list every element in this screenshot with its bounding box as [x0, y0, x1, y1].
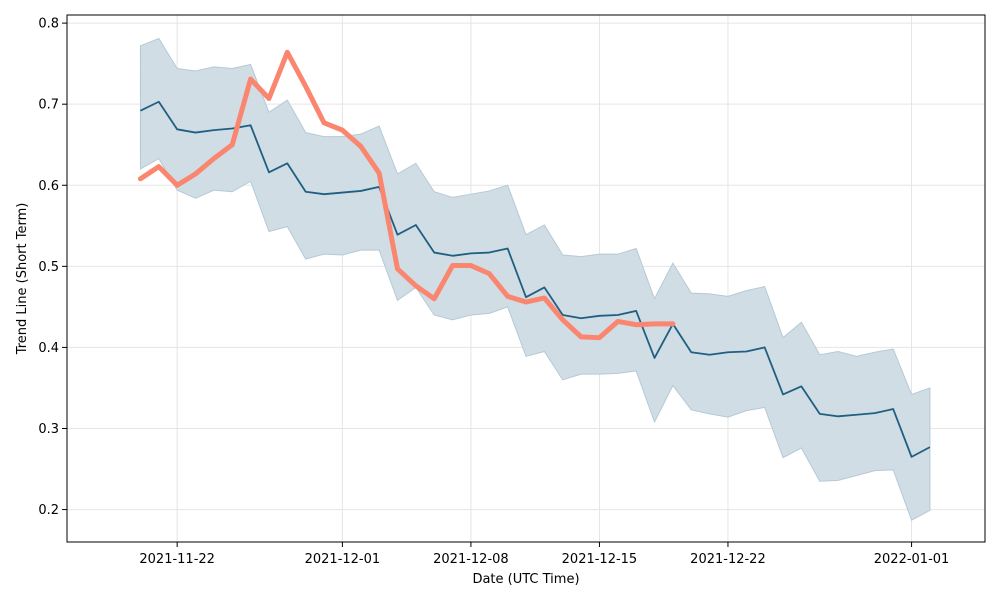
price-line-layer	[137, 49, 676, 341]
y-tick-label: 0.3	[38, 422, 59, 437]
y-tick-label: 0.5	[38, 260, 59, 275]
confidence-band-layer	[139, 37, 931, 521]
x-axis-ticks: 2021-11-22 2021-12-01 2021-12-08 2021-12-15…	[139, 542, 949, 567]
y-axis-ticks: 0.2 0.3 0.4 0.5 0.6 0.7 0.8	[38, 17, 67, 518]
y-axis-label: Trend Line (Short Term)	[15, 203, 30, 356]
confidence-band	[139, 37, 931, 521]
x-tick-label: 2022-01-01	[874, 552, 950, 567]
plot-frame	[66, 14, 986, 543]
x-tick-label: 2021-12-15	[562, 552, 638, 567]
trend-line	[140, 100, 931, 458]
y-tick-label: 0.6	[38, 179, 59, 194]
price-line	[137, 49, 676, 341]
x-axis-label: Date (UTC Time)	[472, 572, 579, 587]
x-tick-label: 2021-12-08	[433, 552, 509, 567]
x-tick-label: 2021-12-01	[305, 552, 381, 567]
x-tick-label: 2021-11-22	[139, 552, 215, 567]
trend-line-layer	[140, 100, 931, 458]
y-tick-label: 0.2	[38, 503, 59, 518]
y-tick-label: 0.4	[38, 341, 59, 356]
x-tick-label: 2021-12-22	[690, 552, 766, 567]
y-tick-label: 0.7	[38, 98, 59, 113]
y-tick-label: 0.8	[38, 17, 59, 32]
